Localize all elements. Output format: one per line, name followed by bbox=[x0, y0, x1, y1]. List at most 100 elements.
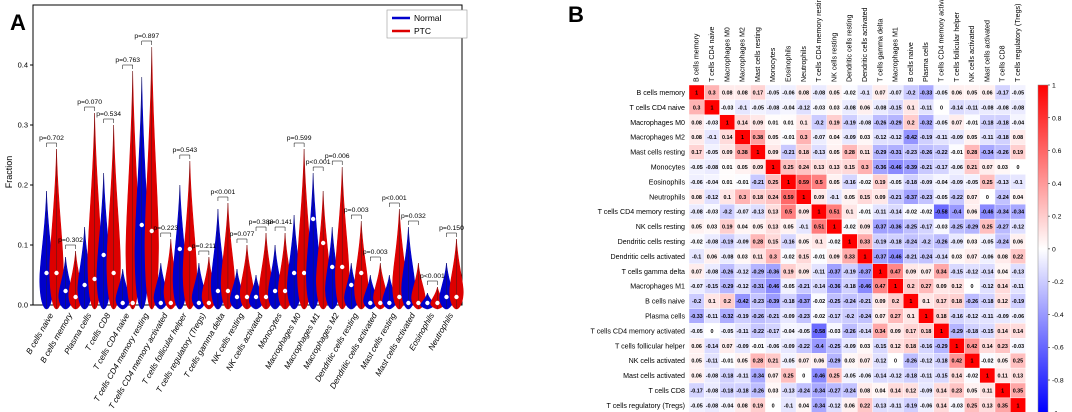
violin-normal-median-dot bbox=[120, 300, 125, 306]
heatmap-row-label: B cells naive bbox=[645, 298, 685, 306]
pvalue-bracket bbox=[84, 106, 95, 111]
heatmap-cell-value: -0.06 bbox=[920, 403, 932, 409]
heatmap-cell-value: 0.21 bbox=[967, 165, 978, 171]
heatmap-row-label: Macrophages M1 bbox=[630, 283, 685, 291]
heatmap-cell-value: -0.02 bbox=[844, 90, 856, 96]
heatmap-cell-value: -0.19 bbox=[844, 120, 856, 126]
violin-ptc-median-dot bbox=[225, 288, 231, 294]
violin-normal-median-dot bbox=[215, 288, 221, 294]
heatmap-cell-value: -0.21 bbox=[920, 165, 932, 171]
pvalue-bracket bbox=[103, 118, 114, 123]
heatmap-cell-value: 0.14 bbox=[997, 284, 1008, 290]
heatmap-cell-value: 0.06 bbox=[691, 344, 702, 350]
heatmap-cell-value: -0.01 bbox=[966, 120, 978, 126]
heatmap-cell-value: 0.47 bbox=[875, 284, 886, 290]
heatmap-cell-value: -0.26 bbox=[721, 269, 733, 275]
heatmap-cell-value: -0.05 bbox=[935, 90, 947, 96]
heatmap-cell-value: 0.04 bbox=[737, 225, 748, 231]
heatmap-cell-value: 0.07 bbox=[860, 359, 871, 365]
heatmap-column-label: Plasma cells bbox=[922, 42, 930, 82]
heatmap-cell-value: 0.15 bbox=[768, 239, 779, 245]
heatmap-cell-value: -0.11 bbox=[920, 374, 932, 380]
heatmap-cell-value: 0.09 bbox=[860, 225, 871, 231]
heatmap-cell-value: -0.36 bbox=[874, 165, 886, 171]
heatmap-cell-value: -0.03 bbox=[721, 105, 733, 111]
heatmap-cell-value: -0.13 bbox=[1012, 269, 1024, 275]
heatmap-cell-value: -0.05 bbox=[966, 180, 978, 186]
heatmap-cell-value: -0.24 bbox=[920, 254, 932, 260]
pvalue-label: p=0.032 bbox=[401, 213, 426, 220]
heatmap-cell-value: 0.03 bbox=[829, 105, 840, 111]
heatmap-cell-value: -0.26 bbox=[752, 388, 764, 394]
heatmap-cell-value: -0.11 bbox=[890, 403, 902, 409]
heatmap-cell-value: -0.24 bbox=[997, 239, 1009, 245]
heatmap-column-label: B cells memory bbox=[693, 33, 701, 82]
heatmap-cell-value: -0.11 bbox=[981, 314, 993, 320]
heatmap-cell-value: -0.37 bbox=[828, 269, 840, 275]
heatmap-cell-value: 0.42 bbox=[967, 344, 978, 350]
heatmap-cell-value: -0.29 bbox=[752, 269, 764, 275]
violin-ptc-median-dot bbox=[320, 240, 326, 246]
heatmap-cell-value: 0.25 bbox=[783, 165, 794, 171]
legend-normal-label: Normal bbox=[414, 13, 442, 23]
heatmap-cell-value: 0.28 bbox=[967, 150, 978, 156]
heatmap-cell-value: -0.05 bbox=[782, 284, 794, 290]
heatmap-row-label: NK cells resting bbox=[636, 223, 685, 231]
heatmap-cell-value: 0.09 bbox=[722, 150, 733, 156]
violin-ptc-median-dot bbox=[244, 294, 250, 300]
heatmap-cell-value: -0.02 bbox=[782, 254, 794, 260]
heatmap-cell-value: 0.24 bbox=[768, 195, 779, 201]
heatmap-cell-value: -0.14 bbox=[889, 210, 901, 216]
pvalue-bracket bbox=[65, 244, 76, 249]
heatmap-cell-value: -0.21 bbox=[767, 314, 779, 320]
heatmap-cell-value: 0.05 bbox=[967, 90, 978, 96]
pvalue-bracket bbox=[46, 142, 57, 147]
heatmap-column-label: Dendritic cells resting bbox=[846, 15, 854, 82]
heatmap-cell-value: -0.09 bbox=[951, 180, 963, 186]
heatmap-cell-value: -0.37 bbox=[874, 254, 886, 260]
heatmap-cell-value: 0.03 bbox=[967, 239, 978, 245]
heatmap-cell-value: 0 bbox=[940, 105, 943, 111]
heatmap-cell-value: 0.05 bbox=[691, 225, 702, 231]
heatmap-cell-value: 0.06 bbox=[707, 254, 718, 260]
heatmap-cell-value: -0.01 bbox=[752, 344, 764, 350]
heatmap-row-label: B cells memory bbox=[637, 89, 686, 97]
heatmap-cell-value: -0.18 bbox=[997, 135, 1009, 141]
heatmap-cell-value: -0.2 bbox=[922, 239, 931, 245]
heatmap-cell-value: -0.19 bbox=[905, 403, 917, 409]
heatmap-row-label: Dendritic cells resting bbox=[618, 238, 685, 246]
heatmap-cell-value: 0.06 bbox=[982, 90, 993, 96]
violin-ptc-median-dot bbox=[263, 294, 269, 300]
violin-ptc-median-dot bbox=[187, 246, 193, 252]
colorbar-tick-label: 0.6 bbox=[1052, 148, 1062, 155]
heatmap-cell-value: -0.26 bbox=[935, 239, 947, 245]
heatmap-cell-value: 0.3 bbox=[769, 254, 777, 260]
colorbar-tick-label: -0.6 bbox=[1052, 345, 1064, 352]
violin-normal-median-dot bbox=[425, 300, 430, 306]
y-tick-label: 0.0 bbox=[18, 301, 28, 310]
violin-normal-median-dot bbox=[234, 294, 240, 300]
heatmap-row-label: T cells CD4 memory resting bbox=[598, 208, 685, 216]
heatmap-row-label: Macrophages M2 bbox=[630, 134, 685, 142]
heatmap-cell-value: -0.11 bbox=[981, 135, 993, 141]
panel-b-label: B bbox=[568, 2, 584, 27]
heatmap-cell-value: -0.09 bbox=[782, 314, 794, 320]
heatmap-cell-value: -0.34 bbox=[981, 150, 993, 156]
heatmap-cell-value: 0.03 bbox=[860, 135, 871, 141]
heatmap-cell-value: -0.12 bbox=[706, 195, 718, 201]
heatmap-cell-value: 0.05 bbox=[829, 180, 840, 186]
heatmap-cell-value: -0.01 bbox=[721, 359, 733, 365]
heatmap-cell-value: 0.06 bbox=[967, 210, 978, 216]
heatmap-cell-value: -0.24 bbox=[844, 299, 856, 305]
violin-ptc-median-dot bbox=[416, 300, 421, 306]
colorbar-tick-label: 0 bbox=[1052, 246, 1056, 253]
heatmap-cell-value: -0.08 bbox=[706, 403, 718, 409]
heatmap-cell-value: -0.03 bbox=[828, 329, 840, 335]
heatmap-cell-value: 0.01 bbox=[768, 120, 779, 126]
heatmap-cell-value: -0.34 bbox=[997, 210, 1009, 216]
heatmap-cell-value: -0.24 bbox=[859, 314, 871, 320]
heatmap-cell-value: 0.05 bbox=[783, 225, 794, 231]
heatmap-cell-value: 1 bbox=[909, 299, 912, 305]
heatmap-cell-value: 0.13 bbox=[768, 210, 779, 216]
heatmap-cell-value: 0.06 bbox=[952, 90, 963, 96]
